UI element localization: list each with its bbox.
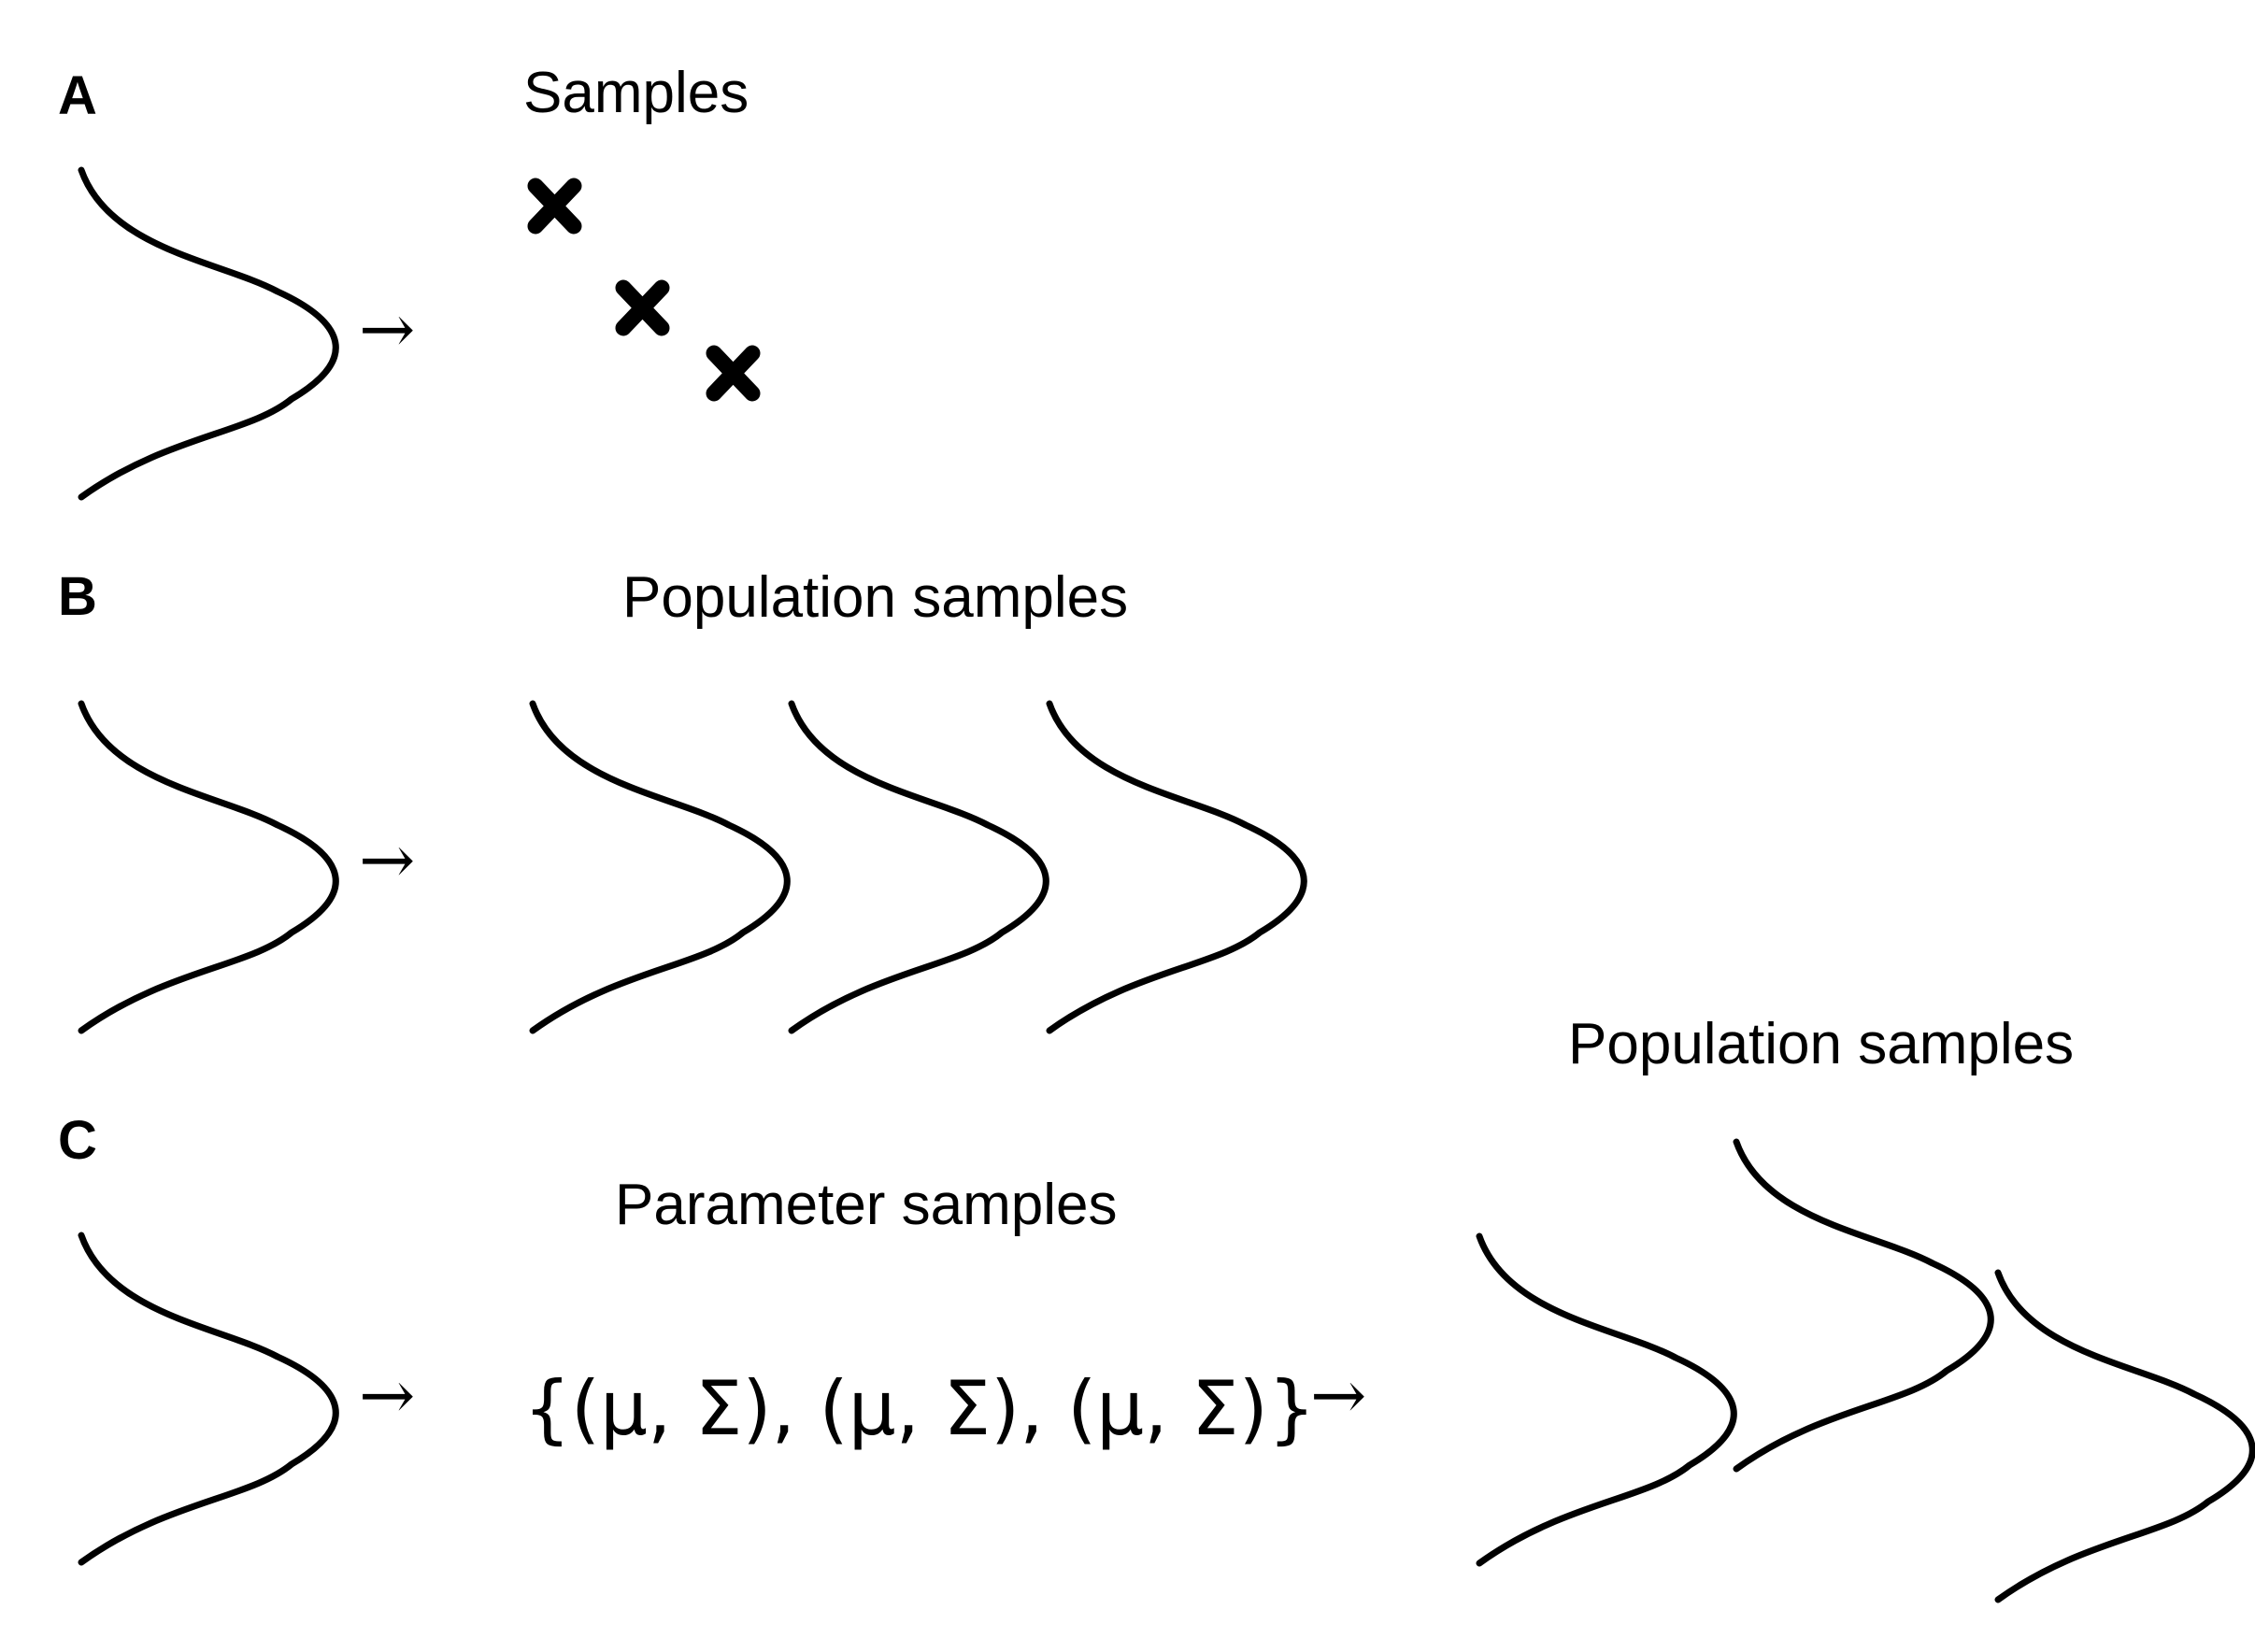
distribution-curve-b (81, 704, 335, 1031)
panel-letter-b: B (58, 566, 97, 627)
panel-a: A Samples → (58, 61, 761, 497)
parameter-set: {(μ, Σ), (μ, Σ), (μ, Σ)} (523, 1365, 1316, 1452)
population-curve (533, 704, 787, 1031)
panel-b: B Population samples → (58, 565, 1304, 1031)
panel-letter-a: A (58, 65, 97, 126)
samples-caption: Samples (523, 61, 749, 125)
panel-c: C Parameter samples Population samples →… (58, 1012, 2252, 1600)
parameter-samples-caption: Parameter samples (615, 1173, 1118, 1237)
population-curve (1736, 1142, 1991, 1469)
arrow-b: → (359, 820, 415, 899)
panel-letter-c: C (58, 1110, 97, 1171)
distribution-curve-a (81, 170, 335, 497)
population-samples-caption: Population samples (622, 565, 1128, 630)
arrow-a: → (359, 290, 415, 368)
sample-cross (706, 345, 761, 402)
population-samples-caption-c: Population samples (1568, 1012, 2074, 1076)
arrow-c2: → (1310, 1356, 1366, 1434)
population-curve (1998, 1273, 2252, 1600)
distribution-curve-c (81, 1235, 335, 1562)
population-curve (792, 704, 1046, 1031)
arrow-c1: → (359, 1356, 415, 1434)
population-curve (1049, 704, 1304, 1031)
sample-cross (527, 178, 582, 235)
sample-cross (615, 279, 670, 336)
population-curve (1479, 1236, 1734, 1563)
